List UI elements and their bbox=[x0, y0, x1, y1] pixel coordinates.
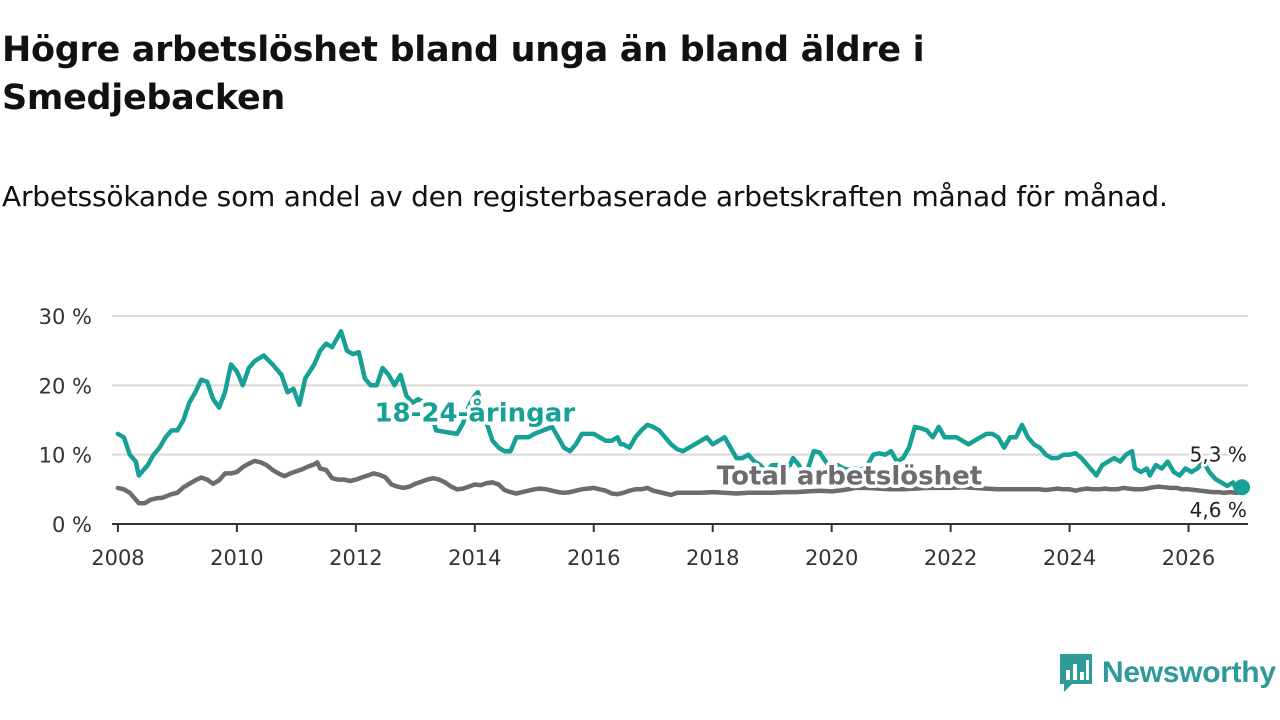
y-axis-ticks: 0 % 10 % 20 % 30 % bbox=[39, 305, 92, 537]
y-tick-label-30: 30 % bbox=[39, 305, 92, 329]
grid-lines bbox=[112, 315, 1248, 456]
x-tick-label-2022: 2022 bbox=[924, 546, 977, 570]
x-tick-label-2020: 2020 bbox=[805, 546, 858, 570]
end-label-youth: 5,3 % bbox=[1190, 442, 1247, 466]
series-labels: 18-24-åringar Total arbetslöshet 5,3 % 4,6 … bbox=[371, 393, 1249, 525]
x-tick-label-2026: 2026 bbox=[1162, 546, 1215, 570]
y-tick-label-0: 0 % bbox=[52, 513, 92, 537]
end-label-total: 4,6 % bbox=[1190, 498, 1247, 522]
bar-chart-speech-bubble-icon bbox=[1060, 654, 1092, 692]
series-lines bbox=[115, 329, 1251, 506]
series-line-0 bbox=[115, 329, 1245, 492]
series-line-1 bbox=[115, 458, 1245, 506]
series-label-0: 18-24-åringar bbox=[374, 396, 575, 428]
chart-subtitle: Arbetssökande som andel av den registerb… bbox=[2, 180, 1168, 213]
x-tick-label-2016: 2016 bbox=[567, 546, 620, 570]
y-tick-label-20: 20 % bbox=[39, 374, 92, 398]
x-tick-label-2010: 2010 bbox=[210, 546, 263, 570]
x-tick-label-2018: 2018 bbox=[686, 546, 739, 570]
chart-title: Högre arbetslöshet bland unga än bland ä… bbox=[2, 30, 925, 118]
newsworthy-logo: Newsworthy bbox=[1058, 652, 1276, 694]
x-axis: 2008 2010 2012 2014 2016 2018 2020 2022 2024 2026 bbox=[91, 523, 1248, 570]
brand-name: Newsworthy bbox=[1102, 656, 1276, 689]
series-end-point-0 bbox=[1234, 479, 1251, 496]
x-tick-label-2012: 2012 bbox=[329, 546, 382, 570]
x-tick-label-2024: 2024 bbox=[1043, 546, 1096, 570]
x-tick-label-2014: 2014 bbox=[448, 546, 501, 570]
y-tick-label-10: 10 % bbox=[39, 444, 92, 468]
x-tick-label-2008: 2008 bbox=[91, 546, 144, 570]
series-label-1: Total arbetslöshet bbox=[717, 461, 982, 491]
